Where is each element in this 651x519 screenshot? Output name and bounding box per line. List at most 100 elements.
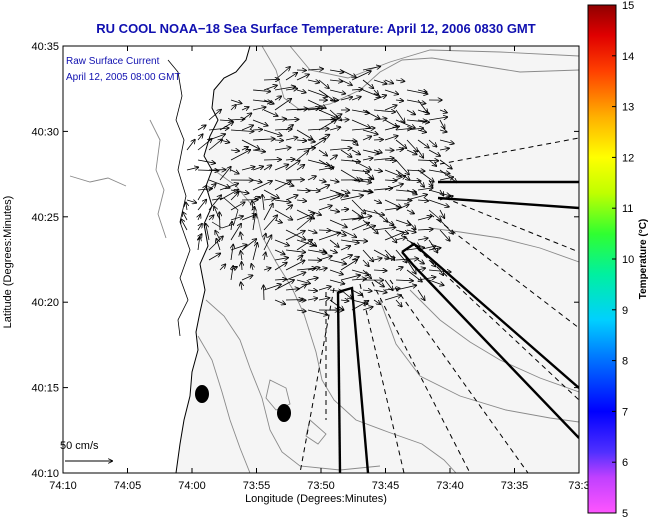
current-vector <box>285 109 307 110</box>
current-vector <box>216 239 221 251</box>
x-tick-label: 74:10 <box>49 480 77 492</box>
current-vector <box>318 79 329 88</box>
current-vector <box>263 79 279 80</box>
current-vector <box>340 260 357 271</box>
current-vector <box>384 232 404 241</box>
current-vector <box>318 185 329 191</box>
current-vector <box>318 250 326 252</box>
scale-label: 50 cm/s <box>60 440 99 452</box>
current-vector <box>274 96 281 100</box>
current-vector <box>362 67 380 71</box>
current-vector <box>351 216 371 221</box>
current-vector <box>351 119 370 128</box>
current-vector <box>296 285 306 291</box>
current-vector <box>384 219 394 225</box>
current-vector <box>417 130 426 132</box>
current-vector <box>285 119 298 120</box>
current-vector <box>274 67 290 81</box>
current-vector <box>318 194 340 201</box>
current-vector <box>351 149 360 154</box>
current-vector <box>428 139 437 147</box>
current-vector <box>252 180 262 182</box>
current-vector <box>230 99 241 103</box>
current-vector <box>296 279 310 284</box>
current-vector <box>428 117 447 121</box>
current-vector <box>329 148 351 150</box>
current-vector <box>406 195 427 201</box>
current-vector <box>230 150 239 151</box>
current-vector <box>242 262 243 271</box>
colorbar-tick-label: 14 <box>622 51 634 63</box>
current-vector <box>206 224 210 241</box>
current-vector <box>395 200 411 201</box>
current-vector <box>428 279 444 285</box>
current-vector <box>219 212 220 231</box>
current-vector <box>263 160 281 161</box>
y-tick-label: 40:35 <box>31 41 59 53</box>
current-vector <box>307 298 317 300</box>
current-vector <box>263 129 282 136</box>
y-tick-label: 40:30 <box>31 126 59 138</box>
current-vector <box>428 169 450 174</box>
current-vector <box>208 195 221 211</box>
current-vector <box>263 215 277 231</box>
current-vector <box>351 139 358 145</box>
current-vector <box>428 199 449 207</box>
current-vector <box>417 200 428 201</box>
colorbar-ramp <box>587 4 617 514</box>
current-vector <box>362 290 372 291</box>
current-vector <box>373 95 386 101</box>
current-vector <box>252 90 270 92</box>
current-vector <box>274 239 289 246</box>
current-vector <box>274 249 285 254</box>
colorbar-tick-label: 5 <box>622 508 628 519</box>
current-vector <box>241 107 249 110</box>
colorbar-tick-label: 9 <box>622 305 628 317</box>
current-vector <box>340 209 348 210</box>
current-vector <box>351 128 375 130</box>
current-vector <box>329 219 347 227</box>
current-vector <box>252 130 262 131</box>
x-tick-label: 73:35 <box>501 480 529 492</box>
current-vector <box>351 170 369 172</box>
current-vector <box>406 239 420 247</box>
current-vector <box>406 139 418 151</box>
y-tick-label: 40:15 <box>31 383 59 395</box>
current-vector <box>296 90 306 93</box>
legend-line-1: Raw Surface Current <box>66 56 160 67</box>
current-vector <box>253 214 256 231</box>
current-vector <box>417 277 435 281</box>
current-vector <box>230 202 245 211</box>
current-vector <box>439 229 450 241</box>
current-vector <box>406 230 416 232</box>
current-vector <box>285 205 292 211</box>
current-vector <box>406 189 417 194</box>
colorbar-label: Temperature (°C) <box>638 219 649 300</box>
current-vector <box>384 126 399 131</box>
current-vector <box>329 114 341 121</box>
current-vector <box>307 290 317 291</box>
current-vector <box>374 89 378 95</box>
current-vector <box>395 205 409 211</box>
current-vector <box>428 248 441 250</box>
x-axis-label: Longitude (Degrees:Minutes) <box>245 493 387 505</box>
current-vector <box>417 160 438 161</box>
current-vector <box>329 109 341 120</box>
current-vector <box>329 259 346 264</box>
current-vector <box>428 259 435 266</box>
figure-title: RU COOL NOAA−18 Sea Surface Temperature:… <box>96 21 535 36</box>
current-vector <box>296 165 304 171</box>
current-vector <box>384 184 403 191</box>
current-vector <box>373 227 395 231</box>
current-vector <box>340 289 352 299</box>
current-vector <box>296 268 316 270</box>
current-vector <box>230 224 241 241</box>
current-vector <box>263 199 275 200</box>
current-vector <box>384 169 401 176</box>
current-vector <box>231 245 233 261</box>
current-vector <box>340 169 359 181</box>
current-vector <box>264 253 266 261</box>
colorbar-tick-label: 10 <box>622 254 634 266</box>
current-vector <box>318 149 327 156</box>
current-vector <box>439 130 447 132</box>
